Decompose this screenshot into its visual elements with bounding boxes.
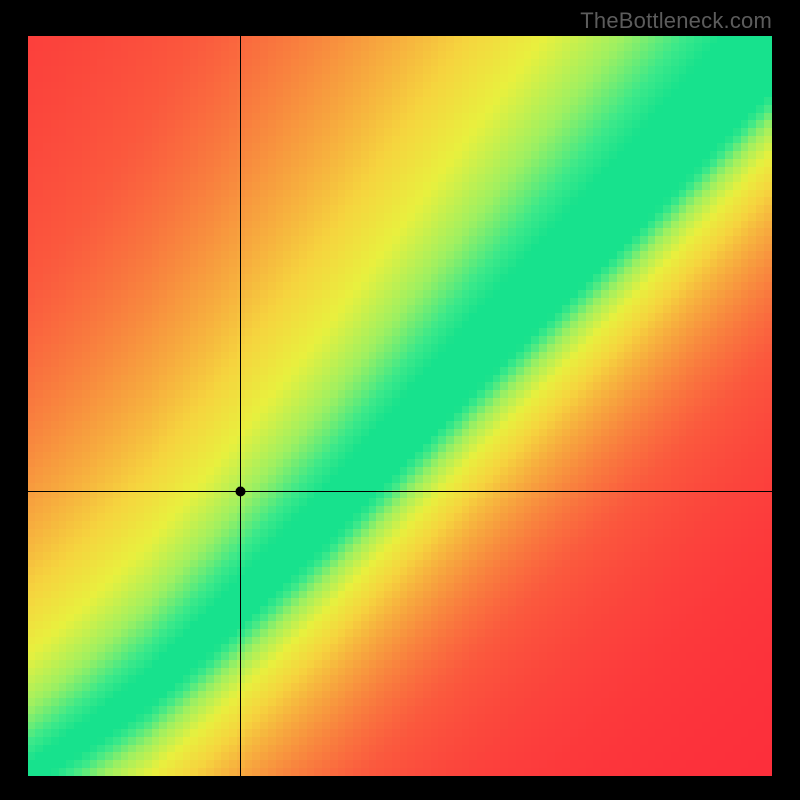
root: TheBottleneck.com	[0, 0, 800, 800]
watermark-text: TheBottleneck.com	[580, 8, 772, 34]
bottleneck-heatmap	[28, 36, 772, 776]
